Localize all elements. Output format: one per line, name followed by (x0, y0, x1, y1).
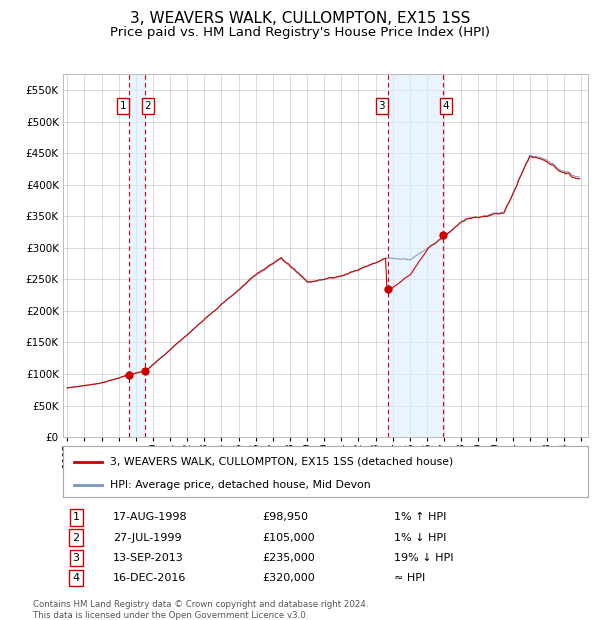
Bar (388, 74, 443, 437)
Text: Price paid vs. HM Land Registry's House Price Index (HPI): Price paid vs. HM Land Registry's House … (110, 26, 490, 39)
Bar (130, 74, 145, 437)
Text: 3, WEAVERS WALK, CULLOMPTON, EX15 1SS (detached house): 3, WEAVERS WALK, CULLOMPTON, EX15 1SS (d… (110, 457, 454, 467)
Text: 16-DEC-2016: 16-DEC-2016 (113, 573, 186, 583)
Text: £320,000: £320,000 (263, 573, 315, 583)
Text: 4: 4 (443, 101, 449, 111)
Text: 1% ↑ HPI: 1% ↑ HPI (394, 513, 446, 523)
Text: 3: 3 (73, 552, 80, 562)
Text: Contains HM Land Registry data © Crown copyright and database right 2024.: Contains HM Land Registry data © Crown c… (33, 600, 368, 609)
Text: 13-SEP-2013: 13-SEP-2013 (113, 552, 184, 562)
Text: 1: 1 (73, 513, 80, 523)
Text: £98,950: £98,950 (263, 513, 308, 523)
Text: 2: 2 (73, 533, 80, 542)
Text: 19% ↓ HPI: 19% ↓ HPI (394, 552, 453, 562)
Text: 3, WEAVERS WALK, CULLOMPTON, EX15 1SS: 3, WEAVERS WALK, CULLOMPTON, EX15 1SS (130, 11, 470, 26)
Text: 4: 4 (73, 573, 80, 583)
Text: ≈ HPI: ≈ HPI (394, 573, 425, 583)
Text: 1% ↓ HPI: 1% ↓ HPI (394, 533, 446, 542)
Text: 3: 3 (379, 101, 385, 111)
Text: £105,000: £105,000 (263, 533, 315, 542)
Text: 1: 1 (120, 101, 127, 111)
Text: £235,000: £235,000 (263, 552, 315, 562)
Text: 2: 2 (145, 101, 151, 111)
Text: HPI: Average price, detached house, Mid Devon: HPI: Average price, detached house, Mid … (110, 479, 371, 490)
Text: 17-AUG-1998: 17-AUG-1998 (113, 513, 187, 523)
Text: 27-JUL-1999: 27-JUL-1999 (113, 533, 182, 542)
Text: This data is licensed under the Open Government Licence v3.0.: This data is licensed under the Open Gov… (33, 611, 308, 620)
